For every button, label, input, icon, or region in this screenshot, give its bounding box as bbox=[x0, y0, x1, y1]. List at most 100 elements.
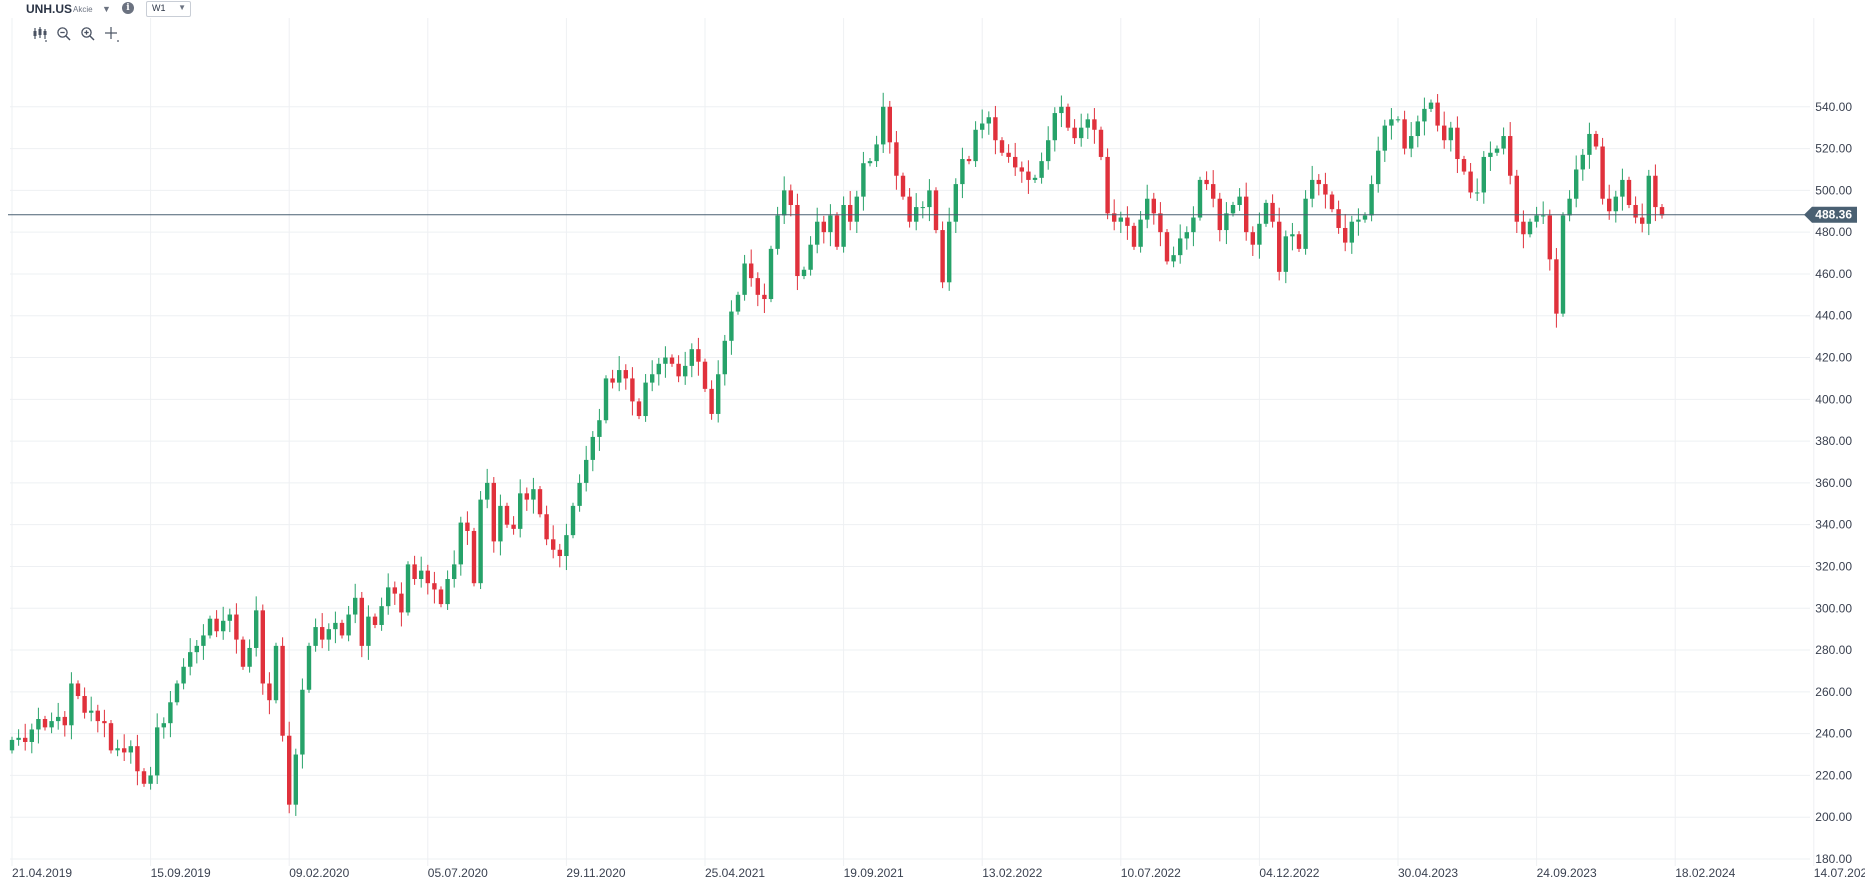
candle-body bbox=[161, 723, 166, 728]
candle bbox=[1343, 213, 1348, 252]
candle-body bbox=[1059, 106, 1064, 114]
last-price-label: 488.36 bbox=[1815, 208, 1852, 222]
candle-body bbox=[392, 587, 397, 594]
candle bbox=[1316, 174, 1321, 196]
candle-body bbox=[29, 729, 34, 742]
candle bbox=[194, 640, 199, 664]
candle bbox=[465, 511, 470, 545]
candle bbox=[716, 360, 721, 423]
timeframe-value: W1 bbox=[152, 3, 166, 13]
info-icon[interactable]: i bbox=[122, 2, 134, 14]
candle bbox=[914, 193, 919, 231]
y-tick-label: 320.00 bbox=[1815, 559, 1852, 573]
candle-body bbox=[617, 370, 622, 383]
candle-body bbox=[95, 710, 100, 722]
candle-body bbox=[669, 357, 675, 364]
candle bbox=[1277, 207, 1282, 281]
timeframe-select[interactable]: W1 ▼ bbox=[146, 1, 191, 17]
candle bbox=[1138, 211, 1143, 253]
candle-body bbox=[1112, 213, 1117, 222]
y-tick-label: 360.00 bbox=[1815, 476, 1852, 490]
candle bbox=[1554, 248, 1559, 328]
candle-body bbox=[1250, 232, 1255, 245]
candle bbox=[709, 380, 714, 420]
candle-body bbox=[326, 629, 331, 640]
candle-body bbox=[1151, 198, 1156, 214]
candle-body bbox=[1435, 102, 1440, 126]
candle bbox=[227, 608, 232, 633]
candle bbox=[1303, 190, 1308, 255]
candle bbox=[1296, 231, 1302, 253]
candle bbox=[115, 739, 120, 757]
candle bbox=[155, 713, 160, 784]
candle bbox=[498, 494, 503, 556]
candle bbox=[1640, 203, 1645, 233]
candle bbox=[854, 190, 859, 233]
y-tick-label: 500.00 bbox=[1815, 183, 1852, 197]
candle-body bbox=[709, 388, 714, 414]
candle-body bbox=[656, 363, 661, 375]
candle-body bbox=[643, 382, 648, 417]
candle bbox=[848, 190, 853, 231]
candle bbox=[1626, 176, 1632, 209]
candle bbox=[1026, 160, 1031, 194]
symbol-label[interactable]: UNH.US bbox=[26, 2, 73, 16]
y-tick-label: 180.00 bbox=[1815, 852, 1852, 866]
candle bbox=[1323, 172, 1328, 209]
candle bbox=[828, 204, 833, 247]
candle-body bbox=[1534, 215, 1539, 222]
candle-body bbox=[1290, 234, 1295, 237]
candle-body bbox=[828, 215, 833, 233]
candle-body bbox=[419, 570, 424, 580]
candle-body bbox=[887, 106, 892, 143]
candle-body bbox=[1079, 127, 1084, 139]
candle-body bbox=[1270, 202, 1275, 222]
candle bbox=[861, 151, 866, 211]
candle-body bbox=[188, 652, 193, 667]
candle bbox=[273, 642, 279, 704]
candle bbox=[62, 711, 67, 737]
candle-body bbox=[1178, 238, 1183, 256]
candle bbox=[432, 571, 437, 604]
candle bbox=[920, 201, 925, 219]
candle-body bbox=[247, 647, 252, 667]
candles-settings-icon[interactable] bbox=[30, 24, 50, 44]
candle-body bbox=[445, 579, 450, 605]
candle bbox=[1620, 168, 1625, 211]
candle bbox=[1508, 122, 1513, 185]
candle bbox=[1607, 184, 1612, 220]
x-tick-label: 04.12.2022 bbox=[1259, 866, 1319, 880]
candle bbox=[603, 375, 609, 424]
candle bbox=[1646, 169, 1651, 236]
candle bbox=[1376, 136, 1381, 193]
crosshair-icon[interactable] bbox=[102, 24, 122, 44]
candle bbox=[1079, 113, 1084, 147]
zoom-in-icon[interactable] bbox=[78, 24, 98, 44]
candle-body bbox=[683, 365, 688, 377]
candle-body bbox=[1237, 196, 1242, 205]
candle-body bbox=[1580, 154, 1585, 170]
candle-body bbox=[782, 190, 787, 216]
candle bbox=[75, 680, 81, 700]
candle bbox=[676, 355, 681, 383]
y-tick-label: 380.00 bbox=[1815, 434, 1852, 448]
candle bbox=[1184, 226, 1189, 250]
symbol-dropdown-icon[interactable]: ▼ bbox=[102, 4, 111, 14]
candle bbox=[887, 100, 892, 154]
candle-body bbox=[1039, 161, 1044, 178]
candle-body bbox=[1640, 217, 1645, 224]
candle-body bbox=[108, 723, 114, 751]
y-tick-label: 340.00 bbox=[1815, 518, 1852, 532]
candle-body bbox=[1554, 259, 1559, 314]
candle bbox=[1600, 137, 1605, 205]
candle bbox=[1521, 210, 1526, 249]
candle bbox=[372, 613, 378, 629]
candle-body bbox=[194, 645, 199, 653]
zoom-out-icon[interactable] bbox=[54, 24, 74, 44]
candle bbox=[379, 597, 384, 631]
candle-body bbox=[729, 311, 734, 341]
candle-body bbox=[458, 522, 463, 565]
candle bbox=[135, 734, 140, 786]
candle-body bbox=[181, 666, 186, 684]
